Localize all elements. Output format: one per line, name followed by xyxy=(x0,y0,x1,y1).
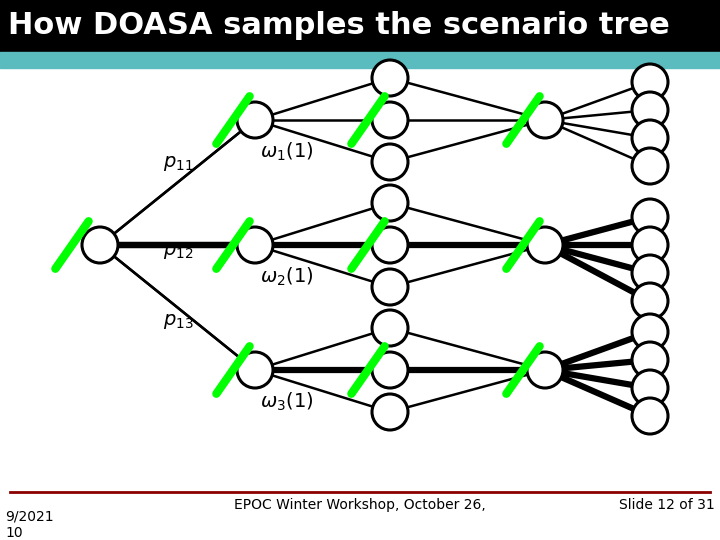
Circle shape xyxy=(372,352,408,388)
Circle shape xyxy=(632,199,668,235)
Text: $\omega_1(1)$: $\omega_1(1)$ xyxy=(260,141,313,163)
Circle shape xyxy=(632,64,668,100)
Text: 9/2021
10: 9/2021 10 xyxy=(5,510,53,540)
Text: EPOC Winter Workshop, October 26,: EPOC Winter Workshop, October 26, xyxy=(234,498,486,512)
Text: $p_{11}$: $p_{11}$ xyxy=(163,154,194,173)
Circle shape xyxy=(527,227,563,263)
Text: $\omega_3(1)$: $\omega_3(1)$ xyxy=(260,391,313,413)
Circle shape xyxy=(372,102,408,138)
Text: $p_{13}$: $p_{13}$ xyxy=(163,312,194,331)
Circle shape xyxy=(372,227,408,263)
Circle shape xyxy=(237,352,273,388)
Circle shape xyxy=(632,398,668,434)
Circle shape xyxy=(632,92,668,128)
Circle shape xyxy=(372,185,408,221)
Circle shape xyxy=(527,352,563,388)
Circle shape xyxy=(372,310,408,346)
Circle shape xyxy=(632,148,668,184)
Circle shape xyxy=(372,60,408,96)
Circle shape xyxy=(632,227,668,263)
Circle shape xyxy=(82,227,118,263)
Circle shape xyxy=(372,269,408,305)
Circle shape xyxy=(372,394,408,430)
Circle shape xyxy=(237,102,273,138)
Circle shape xyxy=(632,314,668,350)
Circle shape xyxy=(527,102,563,138)
Text: $\omega_2(1)$: $\omega_2(1)$ xyxy=(260,266,313,288)
Circle shape xyxy=(632,255,668,291)
Circle shape xyxy=(632,120,668,156)
Text: Slide 12 of 31: Slide 12 of 31 xyxy=(619,498,715,512)
Circle shape xyxy=(372,144,408,180)
Circle shape xyxy=(632,283,668,319)
Text: $p_{12}$: $p_{12}$ xyxy=(163,242,194,261)
Circle shape xyxy=(632,342,668,378)
Circle shape xyxy=(237,227,273,263)
Circle shape xyxy=(632,370,668,406)
Text: How DOASA samples the scenario tree: How DOASA samples the scenario tree xyxy=(8,11,670,40)
